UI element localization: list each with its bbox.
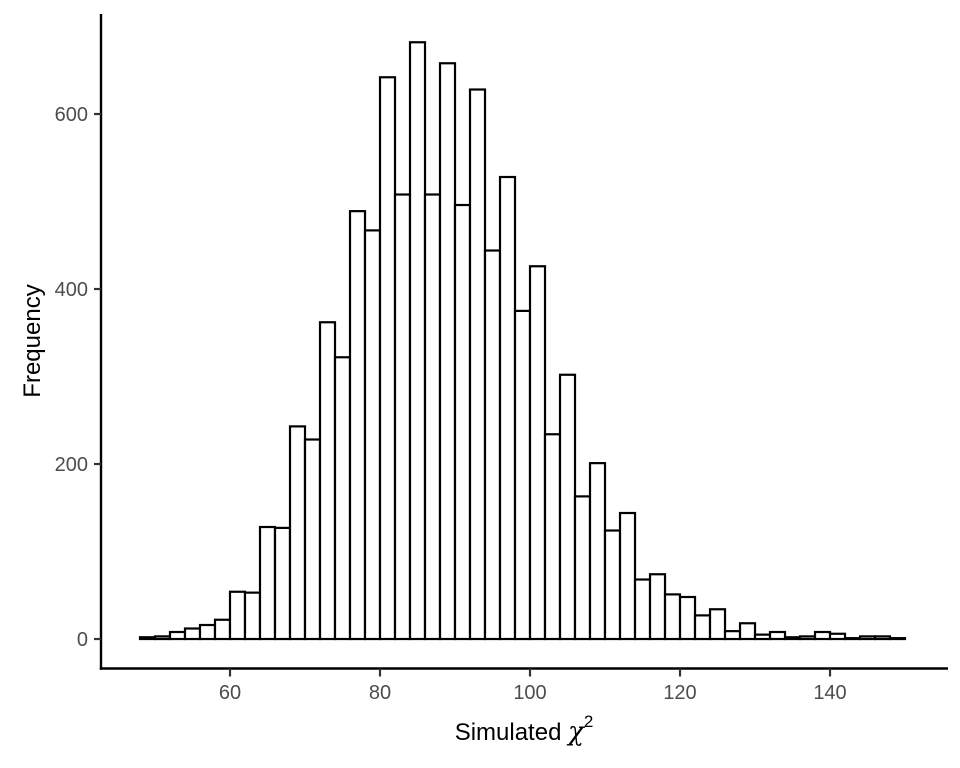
histogram-bar [273, 526, 292, 641]
histogram-bar [153, 635, 172, 641]
chi-exponent: 2 [584, 712, 593, 731]
histogram-bar [198, 623, 217, 641]
x-axis-title: Simulated χ2 [455, 712, 594, 747]
histogram-bar [168, 630, 187, 641]
histogram-bar [573, 495, 592, 641]
bars-layer [138, 41, 907, 641]
y-tick-label: 0 [77, 629, 88, 651]
histogram-bar [138, 636, 157, 641]
axes-layer [99, 14, 948, 670]
histogram-bar [648, 573, 667, 641]
histogram-bar [603, 529, 622, 641]
histogram-bar [843, 637, 862, 641]
x-axis-title-text: Simulated [455, 719, 568, 746]
histogram-bar [708, 608, 727, 641]
histogram-bar [723, 630, 742, 641]
histogram-bar [423, 193, 442, 641]
x-tick-label: 100 [513, 682, 546, 704]
histogram-bar [558, 373, 577, 641]
histogram-bar [363, 229, 382, 641]
histogram-bar [378, 76, 397, 641]
histogram-bar [393, 193, 412, 641]
histogram-bar [453, 203, 472, 641]
histogram-bar [318, 321, 337, 641]
histogram-bar [438, 62, 457, 641]
histogram-bar [258, 525, 277, 641]
y-tick-label: 200 [55, 454, 88, 476]
tick-layer: 0 200 400 600 60 80 100 120 140 [55, 104, 847, 704]
histogram-bar [348, 210, 367, 641]
histogram-bar [828, 632, 847, 641]
histogram-bar [888, 637, 907, 641]
histogram-bar [528, 265, 547, 641]
histogram-bar [513, 309, 532, 641]
histogram-bar [873, 635, 892, 641]
histogram-bar [213, 618, 232, 641]
x-tick-label: 60 [219, 682, 241, 704]
x-tick-label: 140 [813, 682, 846, 704]
x-tick-label: 120 [663, 682, 696, 704]
histogram-bar [768, 630, 787, 641]
histogram-bar [693, 614, 712, 641]
histogram-bar [228, 590, 247, 641]
histogram-bar [813, 630, 832, 641]
histogram-bar [618, 511, 637, 641]
x-tick-label: 80 [369, 682, 391, 704]
histogram-bar [243, 591, 262, 641]
y-tick-label: 600 [55, 104, 88, 126]
histogram-bar [738, 622, 757, 641]
histogram-bar [288, 425, 307, 641]
histogram-bar [633, 578, 652, 641]
histogram-bar [468, 88, 487, 641]
histogram-bar [588, 462, 607, 641]
chi-symbol: χ [566, 717, 586, 747]
histogram-bar [483, 249, 502, 641]
histogram-bar [303, 438, 322, 641]
histogram-bar [183, 627, 202, 641]
histogram-bar [333, 356, 352, 641]
histogram-bar [858, 635, 877, 641]
histogram-bar [543, 433, 562, 641]
histogram-bar [678, 595, 697, 641]
histogram-bar [498, 175, 517, 641]
histogram-bar [798, 635, 817, 641]
y-tick-label: 400 [55, 279, 88, 301]
histogram-bar [753, 633, 772, 641]
histogram-bar [783, 636, 802, 641]
y-axis-title: Frequency [19, 284, 46, 397]
histogram-bar [408, 41, 427, 641]
histogram-bar [663, 593, 682, 641]
